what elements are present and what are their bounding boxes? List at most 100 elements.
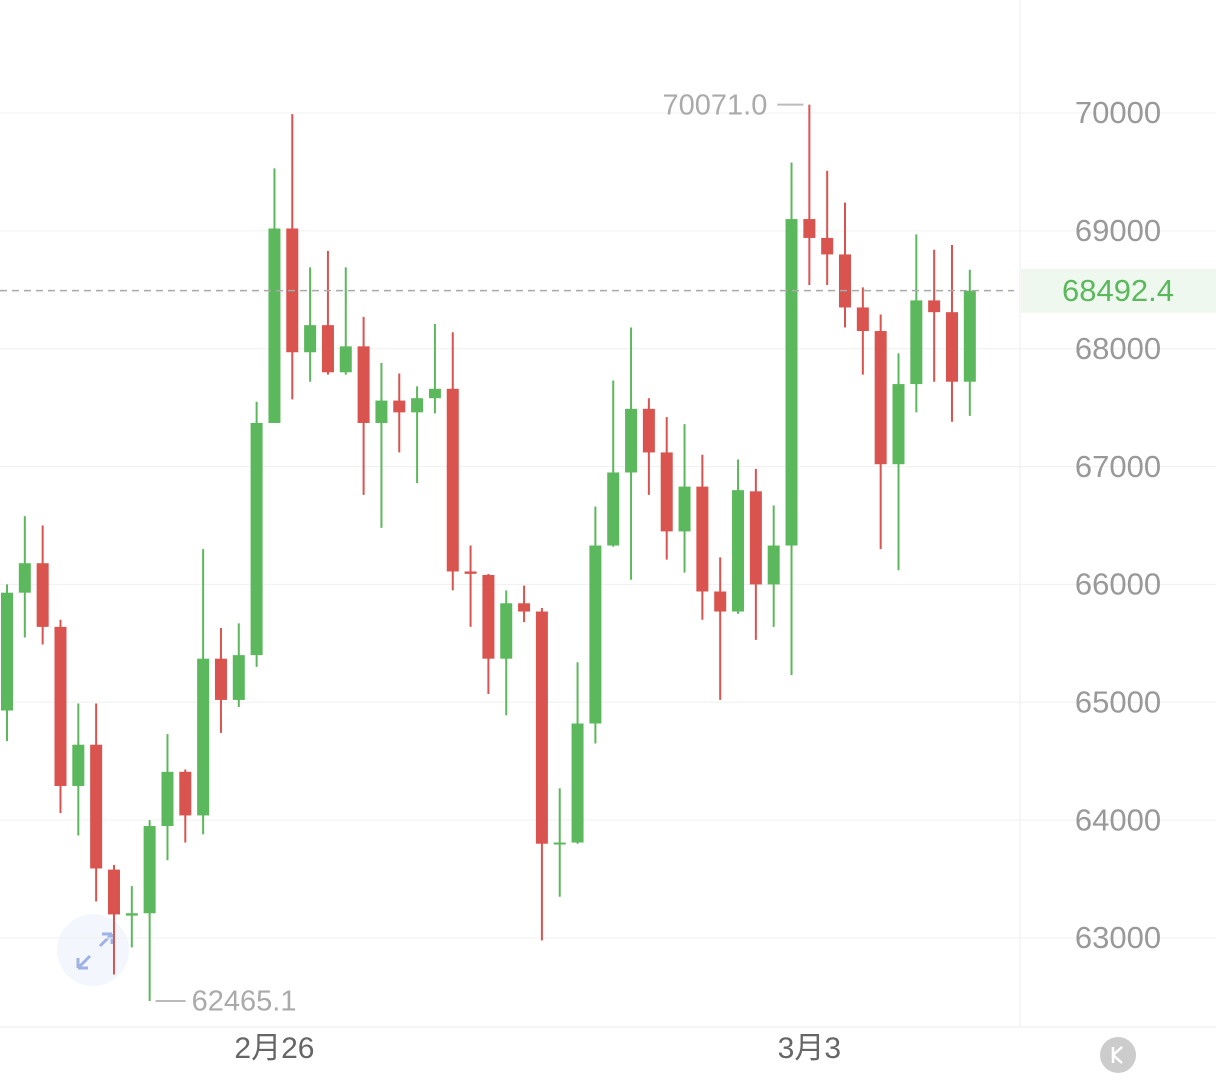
candle-body [125, 913, 138, 916]
last-price-label: 68492.4 [1062, 273, 1174, 308]
candle [500, 590, 513, 716]
candle-body [304, 325, 317, 353]
candle [910, 234, 923, 413]
candle [642, 398, 655, 495]
candle [607, 380, 620, 547]
candle-body [803, 219, 816, 238]
candle [428, 323, 441, 414]
candle-body [107, 869, 120, 915]
candle [90, 703, 103, 902]
candle-body [143, 826, 156, 914]
candle [179, 769, 192, 843]
expand-icon[interactable] [57, 914, 129, 986]
candle [286, 114, 299, 400]
candle-body [375, 400, 388, 423]
candle-body [250, 422, 263, 656]
candle [874, 314, 887, 550]
candle-body [749, 491, 762, 585]
candle-body [518, 603, 531, 612]
candle-body [874, 331, 887, 465]
candle-body [268, 228, 281, 423]
candle-body [90, 744, 103, 869]
candle [393, 373, 406, 453]
last-price-bg [1021, 268, 1216, 313]
candle [696, 454, 709, 620]
candle [250, 401, 263, 667]
candle-body [500, 603, 513, 659]
candle-body [54, 626, 67, 786]
candle-body [785, 219, 798, 546]
x-tick-label: 3月3 [778, 1032, 841, 1065]
candle-body [161, 771, 174, 827]
y-tick-label: 67000 [1075, 449, 1161, 484]
candle [589, 506, 602, 744]
candle-body [18, 563, 31, 593]
candle [321, 250, 334, 375]
candle [803, 104, 816, 286]
candle-body [197, 658, 210, 816]
candle [892, 353, 905, 571]
candle-body [767, 545, 780, 585]
candle [446, 332, 459, 591]
candle-body [321, 325, 334, 373]
candle-body [732, 490, 745, 612]
candle [339, 267, 352, 375]
candle [785, 162, 798, 676]
candle-body [179, 771, 192, 816]
candle [571, 662, 584, 844]
candle [660, 417, 673, 560]
candle [518, 585, 531, 623]
y-tick-label: 65000 [1075, 684, 1161, 719]
candle [36, 525, 49, 645]
candle-body [928, 300, 941, 313]
candle-body [553, 842, 566, 845]
y-tick-label: 64000 [1075, 802, 1161, 837]
candle [357, 316, 370, 495]
candle-body [446, 388, 459, 572]
candle-body [36, 563, 49, 627]
candle [304, 267, 317, 382]
candle-body [589, 545, 602, 724]
candle-body [464, 571, 477, 574]
candle [482, 573, 495, 695]
candle-body [714, 591, 727, 612]
candle [821, 170, 834, 286]
candle [107, 864, 120, 975]
candle-body [945, 312, 958, 382]
candle-body [393, 400, 406, 413]
min-label: 62465.1 [192, 986, 297, 1018]
candle [54, 619, 67, 814]
candle [375, 362, 388, 528]
candle-body [892, 384, 905, 465]
candle-body [696, 486, 709, 592]
candle [18, 516, 31, 638]
candle [125, 886, 138, 948]
candle-body [607, 472, 620, 546]
candle-body [535, 611, 548, 844]
candle [714, 557, 727, 700]
candle [268, 168, 281, 423]
candle [625, 327, 638, 580]
candle [963, 269, 976, 416]
candle-body [821, 237, 834, 255]
candle [553, 788, 566, 897]
candle-body [660, 452, 673, 532]
candle [678, 424, 691, 573]
candle-body [678, 486, 691, 532]
candle [767, 505, 780, 627]
candle-body [411, 398, 424, 413]
y-tick-label: 66000 [1075, 567, 1161, 602]
candle [161, 734, 174, 861]
candle-body [625, 408, 638, 473]
candle-body [839, 254, 852, 308]
candle [232, 623, 245, 707]
candle [928, 249, 941, 382]
candle [732, 459, 745, 614]
candle-body [339, 346, 352, 373]
y-tick-label: 69000 [1075, 213, 1161, 248]
k-button[interactable] [1100, 1037, 1136, 1073]
candle [535, 608, 548, 941]
candle [1, 584, 13, 742]
candle-body [910, 300, 923, 385]
